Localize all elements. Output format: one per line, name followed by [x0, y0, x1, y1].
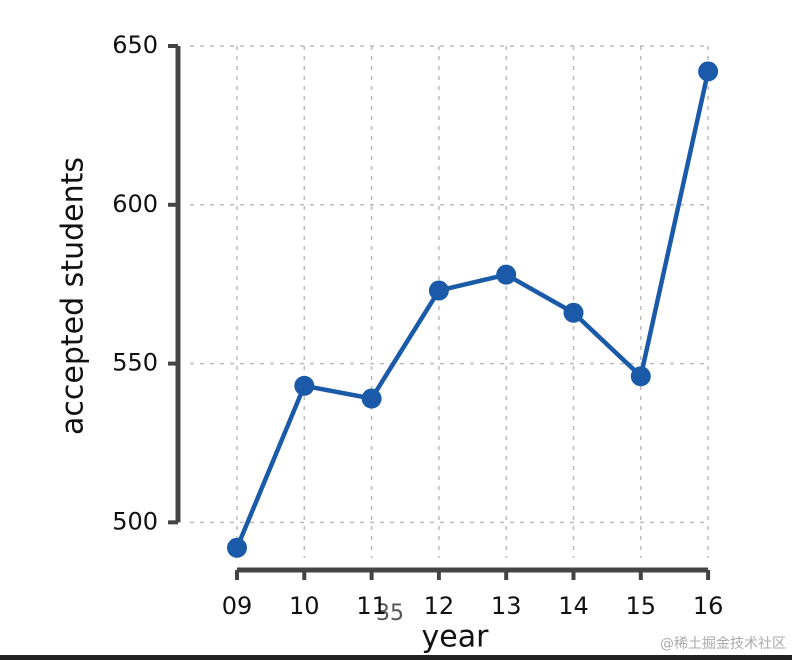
- point: [361, 388, 382, 409]
- watermark: @稀土掘金技术社区: [660, 636, 786, 652]
- point: [563, 302, 584, 323]
- x-tick-label: 16: [693, 592, 724, 620]
- y-tick-label: 550: [112, 349, 158, 377]
- point: [294, 375, 315, 396]
- y-axis-label: accepted students: [56, 157, 91, 435]
- bottom-bar: [0, 655, 792, 660]
- point: [630, 366, 651, 387]
- x-tick-label: 11: [356, 592, 387, 620]
- line: [234, 70, 711, 549]
- y-tick-label: 600: [112, 190, 158, 218]
- point: [428, 280, 449, 301]
- x-tick-label: 15: [626, 592, 657, 620]
- x-tick-label: 12: [424, 592, 455, 620]
- y-tick-label: 650: [112, 31, 158, 59]
- point: [496, 264, 517, 285]
- point: [698, 61, 719, 82]
- x-axis-label: year: [422, 620, 490, 655]
- x-tick-label: 14: [558, 592, 589, 620]
- y-tick-label: 500: [112, 507, 158, 535]
- x-tick-label: 13: [491, 592, 522, 620]
- x-tick-label: 09: [222, 592, 253, 620]
- annotation: 35: [376, 601, 404, 626]
- point: [227, 537, 247, 558]
- x-tick-label: 10: [289, 592, 320, 620]
